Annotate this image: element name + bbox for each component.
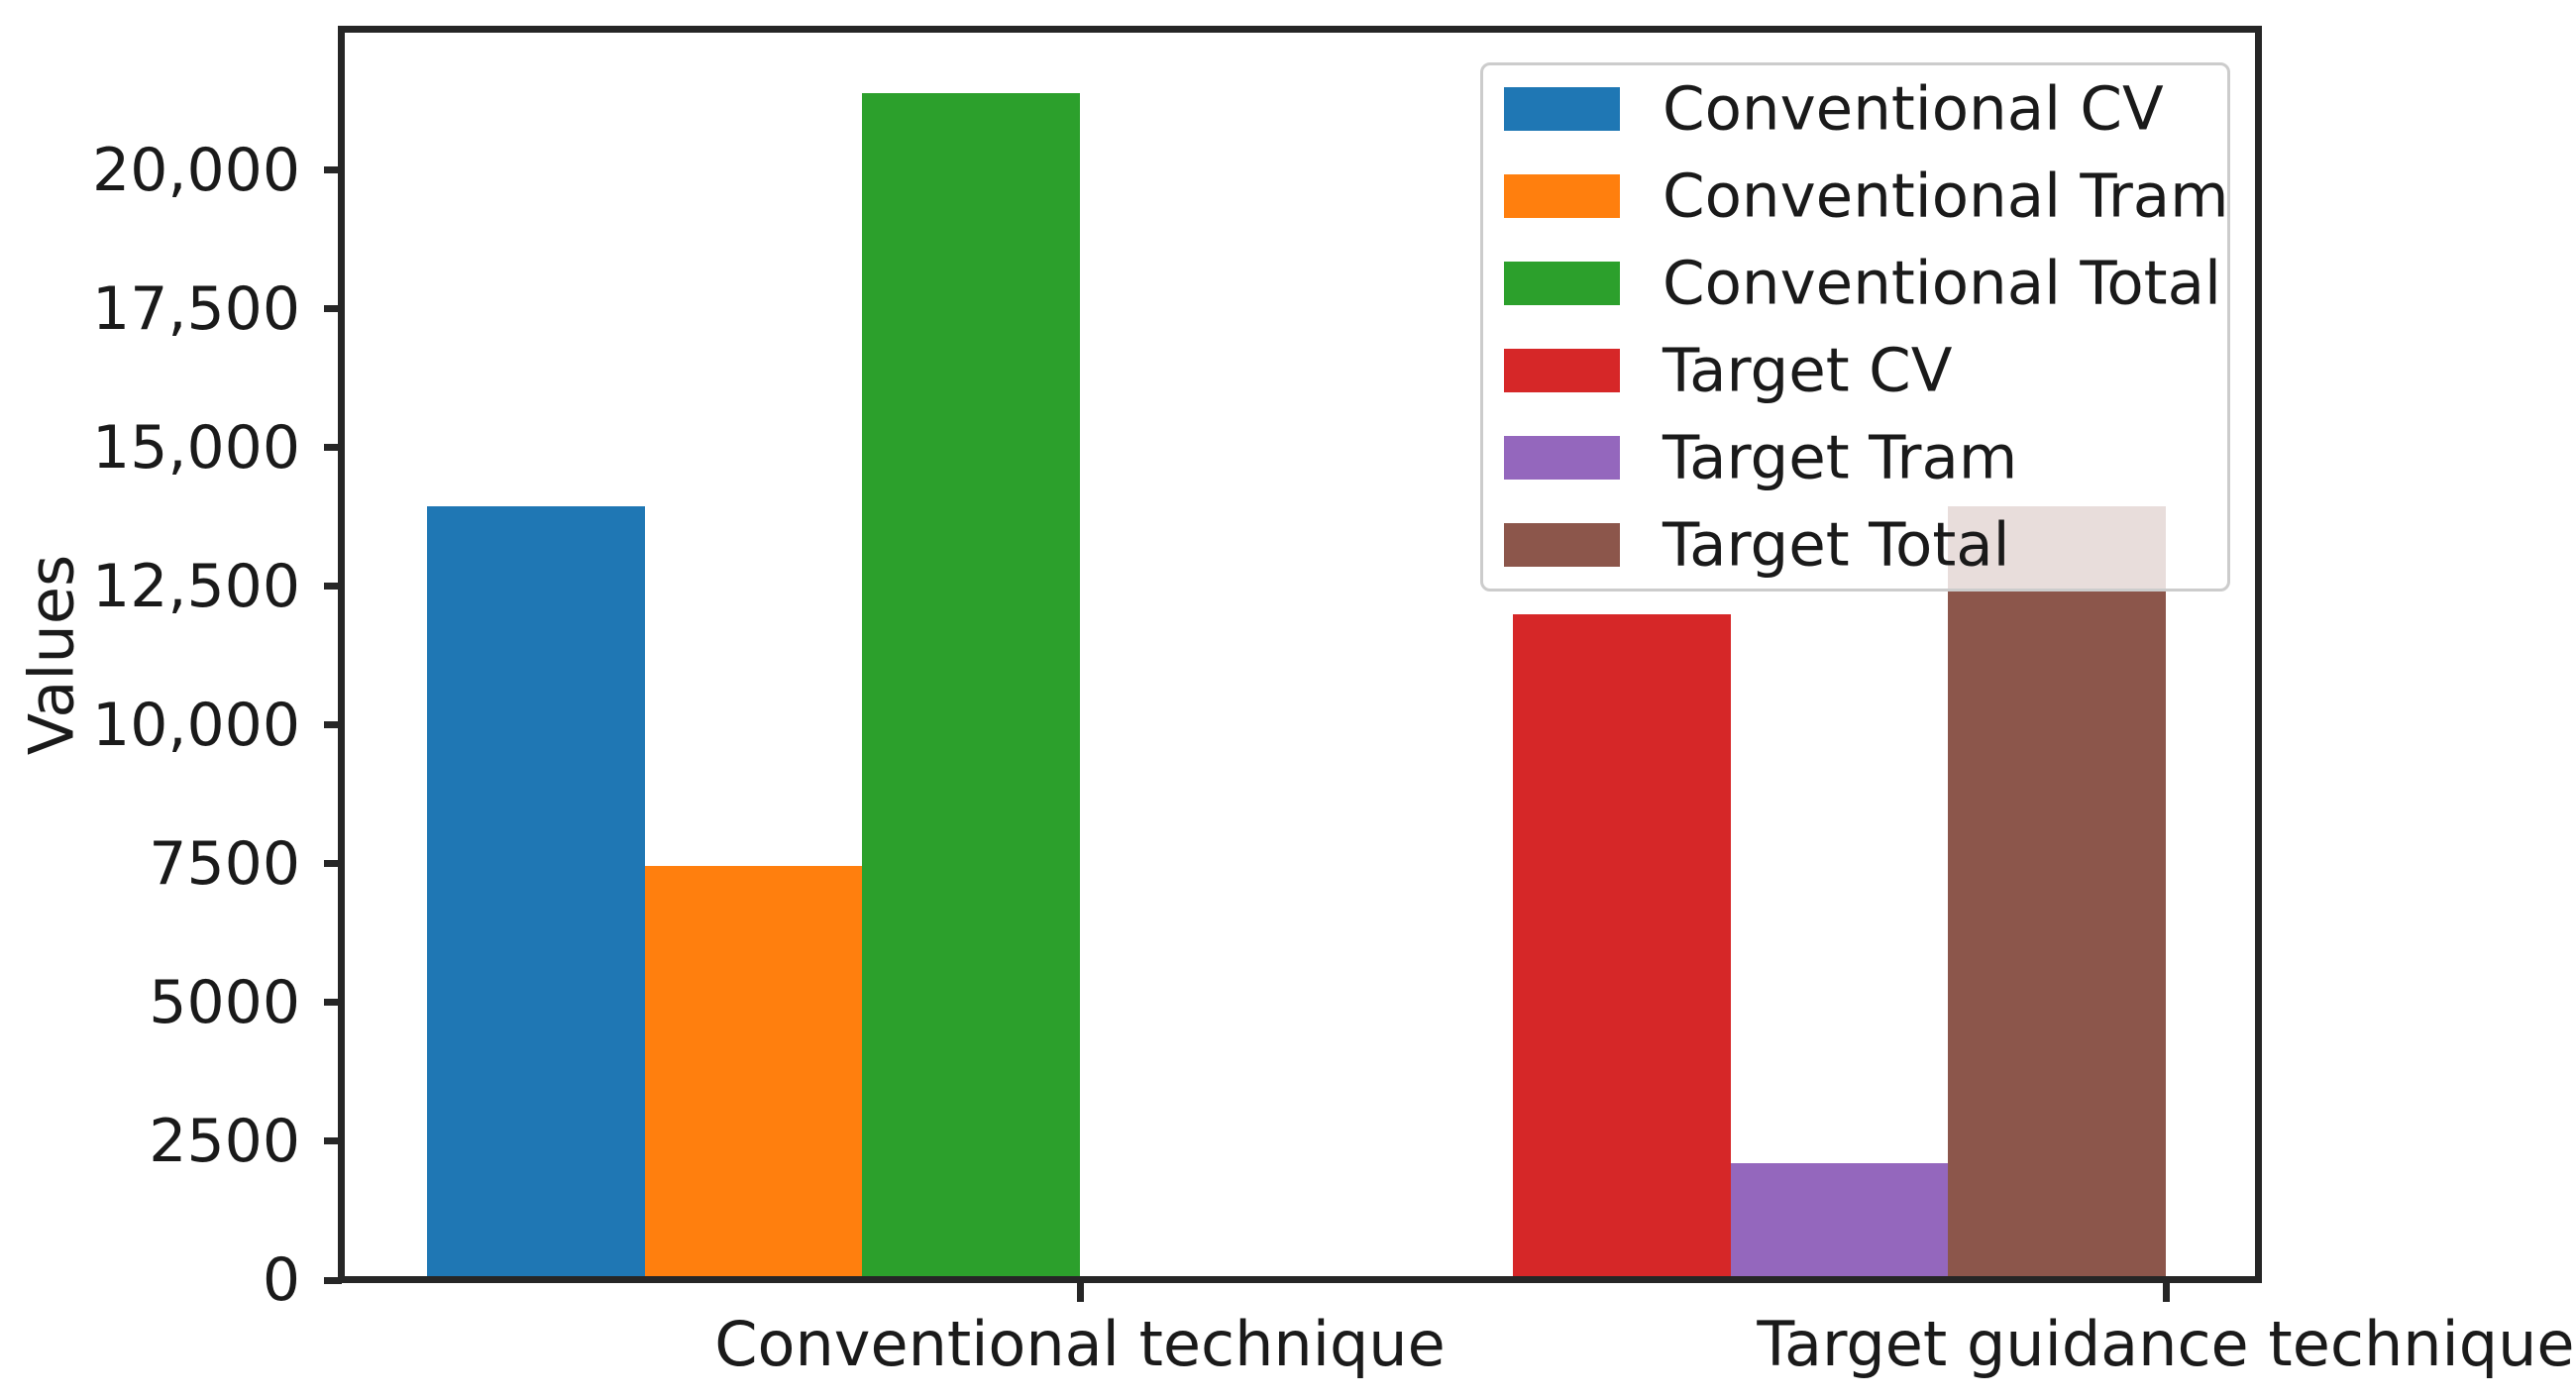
- bar-target-cv: [1512, 613, 1731, 1280]
- y-tick-mark: [324, 444, 342, 452]
- legend-row-conventional-tram: Conventional Tram: [1483, 166, 2229, 227]
- bar-conventional-tram: [644, 866, 863, 1280]
- legend-swatch-target-cv: [1504, 349, 1620, 392]
- bar-conventional-total: [862, 93, 1080, 1280]
- y-tick-label: 10,000: [92, 690, 300, 760]
- legend-label-conventional-tram: Conventional Tram: [1663, 161, 2229, 232]
- legend: Conventional CV Conventional Tram Conventi…: [1480, 62, 2230, 592]
- legend-swatch-conventional-tram: [1504, 174, 1620, 218]
- y-tick-mark: [324, 166, 342, 174]
- legend-label-conventional-cv: Conventional CV: [1663, 73, 2164, 145]
- legend-label-target-tram: Target Tram: [1663, 422, 2018, 493]
- x-tick-mark: [1076, 1280, 1084, 1302]
- y-tick-label: 17,500: [92, 273, 300, 344]
- y-tick-mark: [324, 583, 342, 591]
- y-tick-mark: [324, 1137, 342, 1145]
- y-tick-mark: [324, 860, 342, 868]
- y-tick-label: 15,000: [92, 412, 300, 483]
- y-tick-label: 12,500: [92, 551, 300, 621]
- legend-label-conventional-total: Conventional Total: [1663, 248, 2221, 319]
- legend-row-conventional-total: Conventional Total: [1483, 254, 2227, 314]
- y-tick-mark: [324, 999, 342, 1007]
- bar-target-tram: [1730, 1163, 1949, 1280]
- y-tick-label: 2500: [149, 1106, 300, 1176]
- legend-row-conventional-cv: Conventional CV: [1483, 79, 2227, 140]
- legend-label-target-cv: Target CV: [1663, 335, 1953, 406]
- y-tick-label: 5000: [149, 967, 300, 1037]
- legend-swatch-conventional-cv: [1504, 87, 1620, 131]
- legend-swatch-target-tram: [1504, 436, 1620, 480]
- legend-row-target-tram: Target Tram: [1483, 428, 2227, 488]
- bar-conventional-cv: [426, 505, 645, 1280]
- x-tick-label-conventional-technique: Conventional technique: [714, 1308, 1446, 1380]
- y-tick-label: 7500: [149, 828, 300, 899]
- legend-swatch-conventional-total: [1504, 262, 1620, 305]
- y-tick-mark: [324, 1276, 342, 1284]
- legend-row-target-total: Target Total: [1483, 515, 2227, 576]
- bar-target-total: [1948, 505, 2166, 1280]
- legend-row-target-cv: Target CV: [1483, 341, 2227, 401]
- x-tick-mark: [2162, 1280, 2170, 1302]
- legend-swatch-target-total: [1504, 523, 1620, 567]
- x-tick-label-target-guidance-technique: Target guidance technique: [1757, 1308, 2575, 1380]
- y-tick-mark: [324, 305, 342, 313]
- y-tick-label: 20,000: [92, 135, 300, 205]
- y-tick-label: 0: [262, 1245, 300, 1315]
- y-tick-mark: [324, 721, 342, 729]
- legend-label-target-total: Target Total: [1663, 509, 2010, 581]
